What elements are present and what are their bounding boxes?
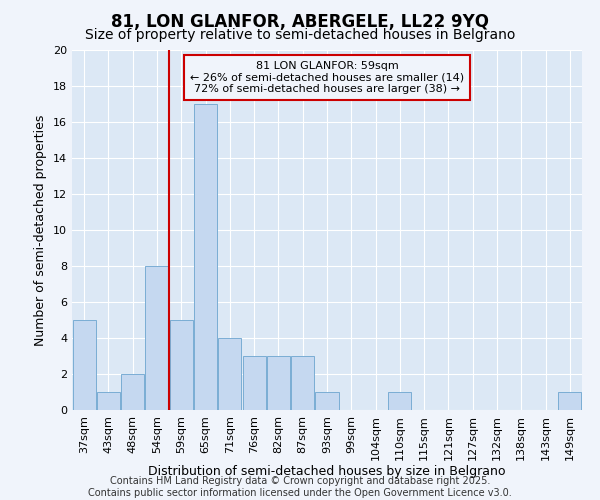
Text: 81 LON GLANFOR: 59sqm
← 26% of semi-detached houses are smaller (14)
72% of semi: 81 LON GLANFOR: 59sqm ← 26% of semi-deta… xyxy=(190,61,464,94)
Bar xyxy=(388,392,412,410)
Bar xyxy=(559,392,581,410)
Text: Contains HM Land Registry data © Crown copyright and database right 2025.
Contai: Contains HM Land Registry data © Crown c… xyxy=(88,476,512,498)
Bar xyxy=(73,320,95,410)
Bar xyxy=(194,104,217,410)
Bar xyxy=(267,356,290,410)
Bar xyxy=(218,338,241,410)
Bar xyxy=(170,320,193,410)
Bar xyxy=(121,374,144,410)
Bar xyxy=(291,356,314,410)
X-axis label: Distribution of semi-detached houses by size in Belgrano: Distribution of semi-detached houses by … xyxy=(148,466,506,478)
Bar xyxy=(145,266,169,410)
Text: 81, LON GLANFOR, ABERGELE, LL22 9YQ: 81, LON GLANFOR, ABERGELE, LL22 9YQ xyxy=(111,12,489,30)
Bar xyxy=(97,392,120,410)
Y-axis label: Number of semi-detached properties: Number of semi-detached properties xyxy=(34,114,47,346)
Bar xyxy=(242,356,266,410)
Bar xyxy=(316,392,338,410)
Text: Size of property relative to semi-detached houses in Belgrano: Size of property relative to semi-detach… xyxy=(85,28,515,42)
